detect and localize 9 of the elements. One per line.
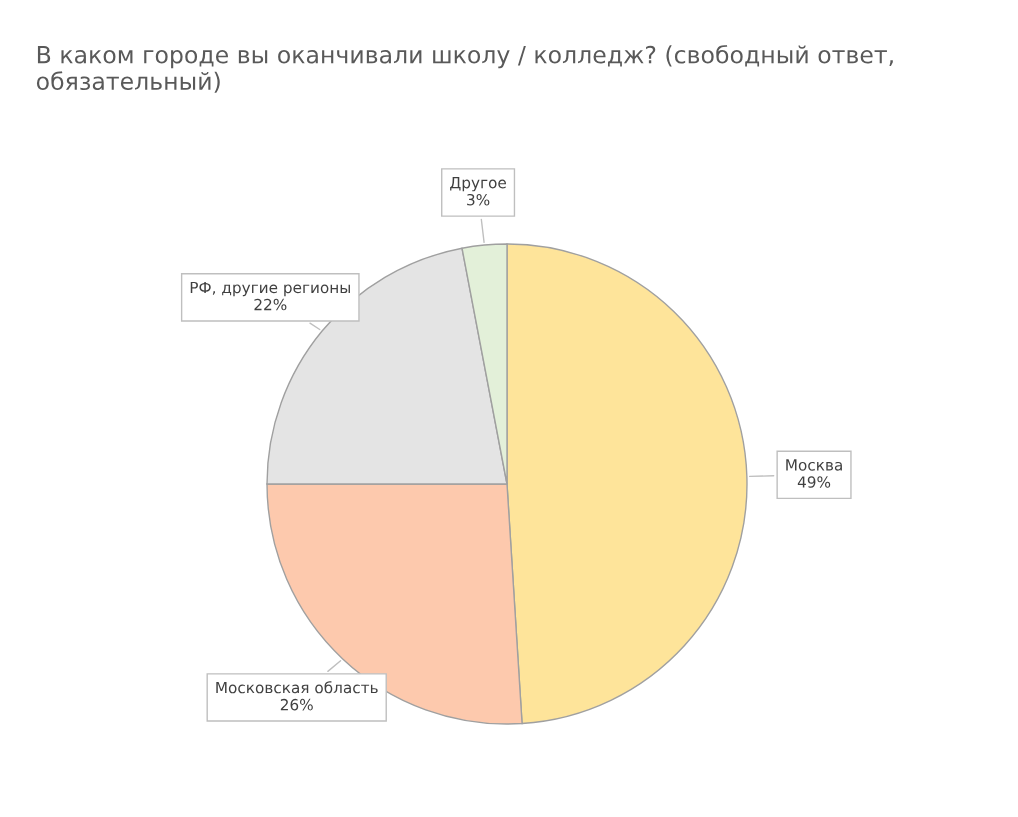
slice-label: РФ, другие регионы (190, 281, 350, 297)
data-label: 3% (467, 193, 490, 206)
slice-label: Другое (450, 177, 506, 192)
chart-title: В каком городе вы оканчивали школу / колледж? (свободный ответ, обязательный) (36, 44, 893, 93)
slice-label: Московская область (216, 681, 378, 694)
slice-label: Москва (786, 459, 842, 471)
data-label: 26% (280, 698, 313, 711)
data-label: 49% (797, 476, 831, 488)
data-label: 22% (254, 298, 287, 311)
